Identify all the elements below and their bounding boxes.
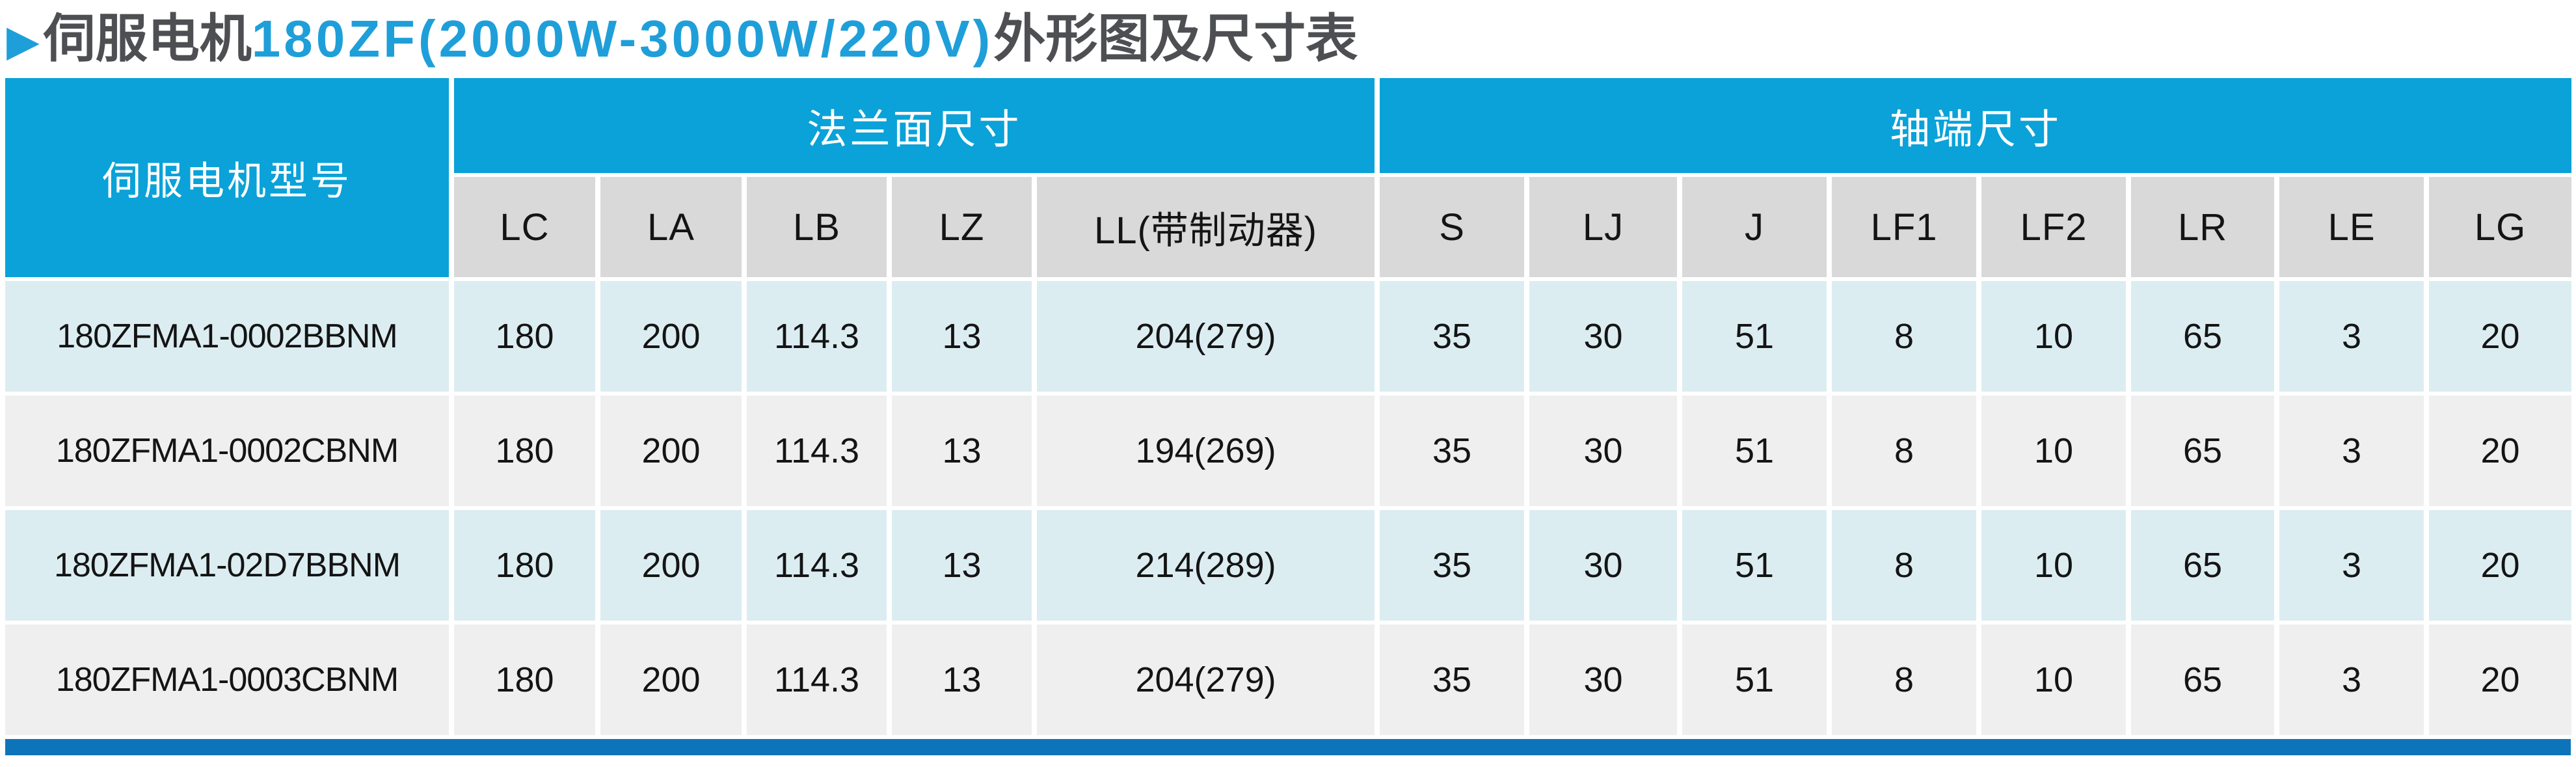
value-cell: 194(269) bbox=[1037, 396, 1375, 506]
group-header-shaft-dimensions: 轴端尺寸 bbox=[1380, 78, 2572, 173]
value-cell: 8 bbox=[1832, 625, 1977, 735]
value-cell: 8 bbox=[1832, 510, 1977, 621]
value-cell: 204(279) bbox=[1037, 281, 1375, 392]
column-header-10: LR bbox=[2131, 177, 2275, 277]
value-cell: 114.3 bbox=[747, 281, 887, 392]
subheader-row: LC LA LB LZ LL(带制动器) S LJ J LF1 LF2 LR LE LG bbox=[5, 177, 2572, 277]
page-title: ▶ 伺服电机 180ZF(2000W-3000W/220V) 外形图及尺寸表 bbox=[0, 0, 2576, 74]
column-header-6: LJ bbox=[1529, 177, 1678, 277]
column-header-model: 伺服电机型号 bbox=[5, 78, 449, 277]
column-header-7: J bbox=[1682, 177, 1827, 277]
value-cell: 10 bbox=[1981, 281, 2127, 392]
model-cell: 180ZFMA1-02D7BBNM bbox=[5, 510, 449, 621]
value-cell: 35 bbox=[1380, 510, 1525, 621]
table-row: 180ZFMA1-02D7BBNM 180 200 114.3 13 214(289) 35… bbox=[5, 510, 2572, 621]
value-cell: 65 bbox=[2131, 510, 2275, 621]
column-header-0: LC bbox=[454, 177, 595, 277]
value-cell: 51 bbox=[1682, 396, 1827, 506]
column-header-11: LE bbox=[2279, 177, 2424, 277]
title-prefix: 伺服电机 bbox=[43, 10, 252, 68]
value-cell: 13 bbox=[892, 396, 1032, 506]
column-header-3: LZ bbox=[892, 177, 1032, 277]
value-cell: 20 bbox=[2429, 396, 2572, 506]
table-bottom-accent-bar bbox=[5, 739, 2571, 755]
value-cell: 8 bbox=[1832, 396, 1977, 506]
column-header-8: LF1 bbox=[1832, 177, 1977, 277]
title-arrow-icon: ▶ bbox=[7, 16, 40, 64]
value-cell: 180 bbox=[454, 625, 595, 735]
value-cell: 30 bbox=[1529, 281, 1678, 392]
value-cell: 200 bbox=[600, 625, 742, 735]
value-cell: 3 bbox=[2279, 396, 2424, 506]
value-cell: 180 bbox=[454, 510, 595, 621]
value-cell: 13 bbox=[892, 281, 1032, 392]
group-header-flange-dimensions: 法兰面尺寸 bbox=[454, 78, 1375, 173]
value-cell: 30 bbox=[1529, 625, 1678, 735]
value-cell: 13 bbox=[892, 625, 1032, 735]
value-cell: 3 bbox=[2279, 510, 2424, 621]
value-cell: 3 bbox=[2279, 281, 2424, 392]
value-cell: 20 bbox=[2429, 510, 2572, 621]
table-row: 180ZFMA1-0003CBNM 180 200 114.3 13 204(279) 35… bbox=[5, 625, 2572, 735]
value-cell: 204(279) bbox=[1037, 625, 1375, 735]
value-cell: 20 bbox=[2429, 625, 2572, 735]
table-body: 180ZFMA1-0002BBNM 180 200 114.3 13 204(279) 35… bbox=[5, 281, 2572, 735]
value-cell: 200 bbox=[600, 510, 742, 621]
model-cell: 180ZFMA1-0002CBNM bbox=[5, 396, 449, 506]
value-cell: 180 bbox=[454, 281, 595, 392]
value-cell: 3 bbox=[2279, 625, 2424, 735]
value-cell: 114.3 bbox=[747, 396, 887, 506]
value-cell: 51 bbox=[1682, 625, 1827, 735]
column-header-9: LF2 bbox=[1981, 177, 2127, 277]
column-header-12: LG bbox=[2429, 177, 2572, 277]
value-cell: 20 bbox=[2429, 281, 2572, 392]
value-cell: 114.3 bbox=[747, 625, 887, 735]
model-cell: 180ZFMA1-0002BBNM bbox=[5, 281, 449, 392]
value-cell: 35 bbox=[1380, 396, 1525, 506]
value-cell: 30 bbox=[1529, 510, 1678, 621]
value-cell: 35 bbox=[1380, 625, 1525, 735]
group-header-row: 伺服电机型号 法兰面尺寸 轴端尺寸 bbox=[5, 78, 2572, 277]
value-cell: 8 bbox=[1832, 281, 1977, 392]
value-cell: 10 bbox=[1981, 625, 2127, 735]
value-cell: 180 bbox=[454, 396, 595, 506]
value-cell: 65 bbox=[2131, 625, 2275, 735]
column-header-2: LB bbox=[747, 177, 887, 277]
table-row: 180ZFMA1-0002BBNM 180 200 114.3 13 204(279) 35… bbox=[5, 281, 2572, 392]
title-model-range: 180ZF(2000W-3000W/220V) bbox=[251, 10, 994, 68]
value-cell: 214(289) bbox=[1037, 510, 1375, 621]
value-cell: 30 bbox=[1529, 396, 1678, 506]
model-cell: 180ZFMA1-0003CBNM bbox=[5, 625, 449, 735]
column-header-5: S bbox=[1380, 177, 1525, 277]
servo-motor-dimensions-table: 伺服电机型号 法兰面尺寸 轴端尺寸 LC LA LB LZ LL(带制动器) S LJ J LF… bbox=[0, 74, 2576, 739]
value-cell: 65 bbox=[2131, 281, 2275, 392]
value-cell: 51 bbox=[1682, 510, 1827, 621]
value-cell: 114.3 bbox=[747, 510, 887, 621]
column-header-4: LL(带制动器) bbox=[1037, 177, 1375, 277]
value-cell: 200 bbox=[600, 281, 742, 392]
column-header-1: LA bbox=[600, 177, 742, 277]
table-row: 180ZFMA1-0002CBNM 180 200 114.3 13 194(269) 35… bbox=[5, 396, 2572, 506]
value-cell: 10 bbox=[1981, 510, 2127, 621]
value-cell: 51 bbox=[1682, 281, 1827, 392]
value-cell: 65 bbox=[2131, 396, 2275, 506]
value-cell: 35 bbox=[1380, 281, 1525, 392]
value-cell: 10 bbox=[1981, 396, 2127, 506]
title-suffix: 外形图及尺寸表 bbox=[993, 10, 1358, 68]
value-cell: 13 bbox=[892, 510, 1032, 621]
value-cell: 200 bbox=[600, 396, 742, 506]
